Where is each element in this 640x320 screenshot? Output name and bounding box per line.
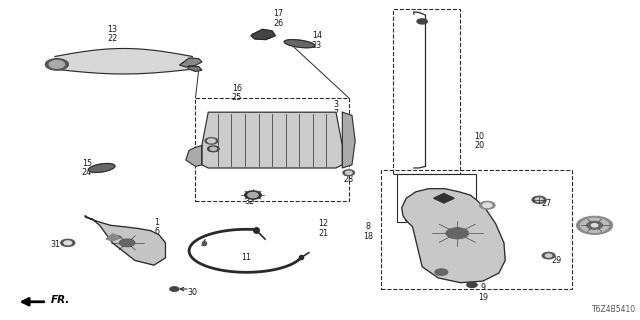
Text: 28: 28 [344, 175, 354, 184]
Bar [394, 9, 461, 174]
Bar [381, 170, 572, 289]
Text: 13
22: 13 22 [108, 25, 118, 44]
Circle shape [120, 239, 135, 247]
Circle shape [244, 191, 261, 199]
Text: 32: 32 [244, 197, 255, 206]
Circle shape [435, 269, 448, 275]
Circle shape [207, 139, 215, 143]
Circle shape [446, 228, 468, 239]
Circle shape [591, 224, 598, 227]
Text: 17
26: 17 26 [273, 9, 284, 28]
Polygon shape [402, 189, 505, 283]
Text: 15
24: 15 24 [82, 159, 92, 177]
Circle shape [542, 252, 555, 259]
Text: 9
19: 9 19 [478, 283, 488, 301]
Polygon shape [284, 40, 315, 48]
Polygon shape [342, 112, 355, 168]
Polygon shape [85, 216, 166, 265]
Circle shape [483, 203, 492, 207]
Polygon shape [106, 234, 122, 241]
Circle shape [210, 147, 216, 150]
Circle shape [61, 239, 75, 246]
Circle shape [205, 138, 218, 144]
Polygon shape [434, 194, 454, 203]
Text: 11: 11 [241, 253, 252, 262]
Circle shape [343, 170, 355, 176]
Text: 1
6: 1 6 [155, 218, 159, 236]
Circle shape [346, 171, 352, 174]
Circle shape [207, 146, 219, 152]
Text: 27: 27 [541, 198, 552, 207]
Polygon shape [202, 112, 342, 168]
Circle shape [479, 201, 495, 209]
Polygon shape [186, 146, 202, 166]
Circle shape [577, 216, 612, 234]
Circle shape [587, 221, 602, 229]
Text: 31: 31 [50, 240, 60, 249]
Text: 29: 29 [551, 256, 561, 265]
Circle shape [170, 287, 179, 291]
Bar [195, 98, 349, 201]
Text: 8
18: 8 18 [363, 222, 373, 241]
Text: FR.: FR. [51, 295, 70, 305]
Circle shape [532, 196, 546, 203]
Circle shape [467, 282, 477, 287]
Text: 12
21: 12 21 [318, 219, 328, 238]
Circle shape [64, 241, 72, 245]
Polygon shape [55, 49, 192, 74]
Text: 30: 30 [188, 288, 197, 297]
Text: T6Z4B5410: T6Z4B5410 [592, 305, 636, 314]
Text: 3
7: 3 7 [333, 100, 339, 118]
Circle shape [535, 198, 543, 202]
Circle shape [49, 60, 65, 68]
Text: 16
25: 16 25 [232, 84, 242, 102]
Text: 10
20: 10 20 [475, 132, 484, 150]
Text: 4
5: 4 5 [212, 140, 217, 158]
Polygon shape [251, 29, 275, 40]
Polygon shape [88, 164, 115, 172]
Circle shape [45, 59, 68, 70]
Polygon shape [179, 58, 202, 67]
Text: 2: 2 [598, 221, 604, 230]
Polygon shape [188, 66, 202, 71]
Bar [397, 174, 476, 222]
Circle shape [417, 19, 428, 24]
Circle shape [580, 218, 609, 232]
Text: 14
23: 14 23 [312, 31, 322, 50]
Circle shape [545, 254, 552, 257]
Circle shape [248, 193, 258, 197]
